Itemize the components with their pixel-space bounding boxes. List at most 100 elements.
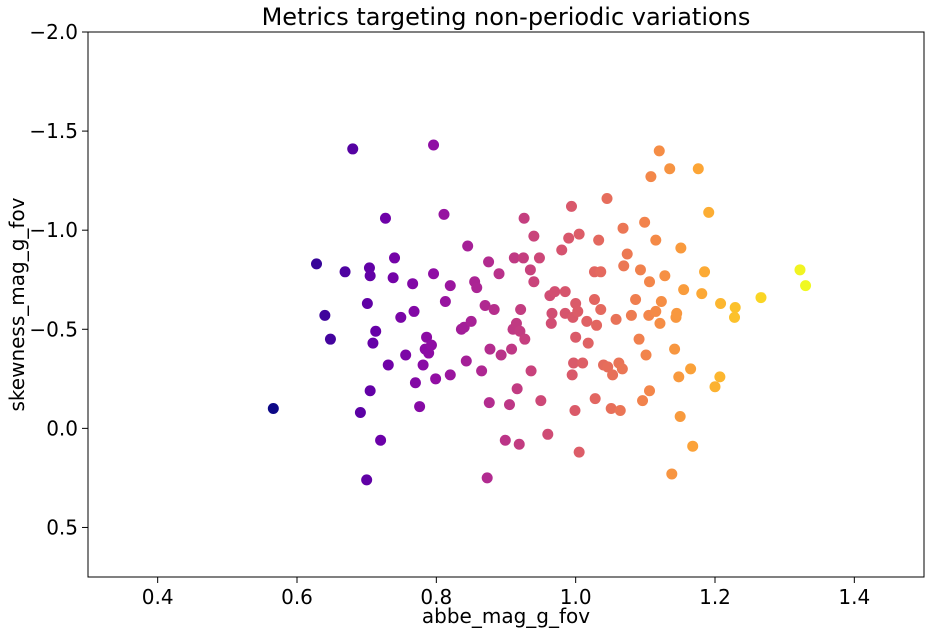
data-point (508, 252, 520, 264)
y-tick-label: −1.5 (29, 119, 78, 143)
data-point (428, 139, 440, 151)
data-point (465, 315, 477, 327)
data-point (729, 301, 741, 313)
data-point (267, 403, 279, 415)
data-point (653, 145, 665, 157)
data-point (367, 337, 379, 349)
data-point (535, 395, 547, 407)
data-point (438, 208, 450, 220)
data-point (471, 282, 483, 294)
data-point (633, 333, 645, 345)
data-point (696, 288, 708, 300)
data-point (581, 315, 593, 327)
data-point (375, 434, 387, 446)
points-layer (267, 139, 812, 486)
data-point (364, 270, 376, 282)
data-point (361, 474, 373, 486)
data-point (654, 317, 666, 329)
data-point (572, 305, 584, 317)
data-point (616, 363, 628, 375)
data-point (519, 333, 531, 345)
data-point (601, 192, 613, 204)
data-point (692, 163, 704, 175)
x-tick-label: 1.0 (560, 585, 592, 609)
data-point (559, 286, 571, 298)
data-point (607, 369, 619, 381)
y-axis-label: skewness_mag_g_fov (5, 197, 29, 411)
data-point (549, 286, 561, 298)
data-point (389, 252, 401, 264)
data-point (428, 268, 440, 280)
data-point (715, 298, 727, 310)
data-point (673, 371, 685, 383)
data-point (674, 410, 686, 422)
y-tick-label: −2.0 (29, 20, 78, 44)
data-point (678, 284, 690, 296)
data-point (566, 369, 578, 381)
data-point (618, 260, 630, 272)
data-point (400, 349, 412, 361)
data-point (488, 303, 500, 315)
data-point (699, 266, 711, 278)
data-point (610, 313, 622, 325)
data-point (499, 434, 511, 446)
data-point (703, 206, 715, 218)
data-point (565, 200, 577, 212)
data-point (361, 298, 373, 310)
data-point (425, 339, 437, 351)
chart-title: Metrics targeting non-periodic variation… (262, 3, 751, 31)
x-axis-label: abbe_mag_g_fov (422, 604, 590, 628)
data-point (379, 212, 391, 224)
data-point (639, 216, 651, 228)
data-point (524, 264, 536, 276)
data-point (483, 397, 495, 409)
data-point (588, 294, 600, 306)
data-point (518, 212, 530, 224)
x-tick-label: 0.6 (281, 585, 313, 609)
data-point (514, 325, 526, 337)
data-point (573, 446, 585, 458)
data-point (709, 381, 721, 393)
data-point (605, 403, 617, 415)
data-point (444, 280, 456, 292)
data-point (506, 343, 518, 355)
data-point (664, 163, 676, 175)
data-point (382, 359, 394, 371)
data-point (755, 292, 767, 304)
data-point (528, 230, 540, 242)
x-tick-label: 1.4 (838, 585, 870, 609)
data-point (528, 276, 540, 288)
data-point (582, 337, 594, 349)
data-point (644, 385, 656, 397)
data-point (800, 280, 812, 292)
data-point (595, 303, 607, 315)
data-point (503, 399, 515, 411)
data-point (563, 232, 575, 244)
x-tick-label: 1.2 (699, 585, 731, 609)
data-point (669, 343, 681, 355)
data-point (408, 305, 420, 317)
data-point (513, 438, 525, 450)
data-point (414, 401, 426, 413)
data-point (363, 262, 375, 274)
data-point (655, 296, 667, 308)
data-point (650, 234, 662, 246)
data-point (444, 369, 456, 381)
data-point (533, 252, 545, 264)
data-point (630, 294, 642, 306)
data-point (525, 365, 537, 377)
data-point (625, 309, 637, 321)
data-point (479, 299, 491, 311)
data-point (387, 272, 399, 284)
data-point (460, 355, 472, 367)
plot-frame (87, 31, 925, 578)
data-point (617, 222, 629, 234)
data-point (675, 242, 687, 254)
data-point (439, 296, 451, 308)
data-point (570, 331, 582, 343)
data-point (364, 385, 376, 397)
y-tick-label: −0.5 (29, 317, 78, 341)
data-point (666, 468, 678, 480)
data-point (430, 373, 442, 385)
